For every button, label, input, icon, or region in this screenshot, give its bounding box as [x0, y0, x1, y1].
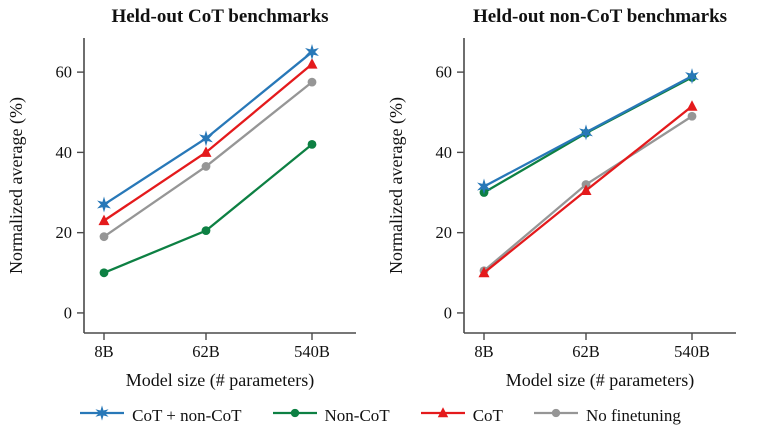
triangle-marker-icon [437, 407, 448, 418]
triangle-marker-icon [580, 184, 592, 196]
star-marker-icon [305, 44, 319, 61]
star-marker-icon [79, 403, 125, 428]
legend: CoT + non-CoT Non-CoT CoT No finetuning [0, 397, 760, 447]
series-cot-non-cot [477, 68, 699, 195]
triangle-marker-icon [98, 214, 110, 226]
chart-title: Held-out CoT benchmarks [111, 6, 328, 27]
y-tick-label: 40 [436, 143, 453, 162]
star-marker-icon [97, 196, 111, 213]
circle-marker-icon [307, 139, 317, 149]
circle-marker-icon [687, 111, 697, 121]
x-tick-label: 8B [94, 342, 113, 361]
circle-marker-icon [307, 77, 317, 87]
x-axis-label: Model size (# parameters) [506, 370, 694, 391]
y-tick-label: 0 [444, 303, 452, 322]
series-line [103, 63, 313, 222]
legend-marker-svg [420, 407, 465, 418]
legend-item-cot: CoT [420, 403, 503, 428]
series-non-cot [99, 139, 317, 278]
legend-marker-svg [272, 408, 317, 418]
star-marker-icon [579, 124, 593, 141]
x-tick-label: 62B [192, 342, 220, 361]
series-line [103, 51, 313, 206]
series-no-finetuning [99, 77, 317, 242]
chart-held-out-non-cot: 0 20 40 60 8B 62B 540B Held-out non-CoT benchma… [380, 0, 760, 397]
y-tick-label: 60 [56, 63, 73, 82]
legend-marker-svg [533, 408, 578, 418]
chart-held-out-cot: 0 20 40 60 8B 62B 540B Held-out CoT benchmarks M… [0, 0, 380, 397]
circle-marker-icon [551, 408, 561, 418]
legend-label: CoT + non-CoT [132, 405, 242, 425]
legend-label: CoT [472, 405, 503, 425]
star-marker-icon [477, 178, 491, 195]
series-cot [478, 100, 698, 278]
x-tick-label: 540B [674, 342, 710, 361]
triangle-marker-icon [306, 58, 318, 69]
x-tick-label: 8B [474, 342, 493, 361]
series-line [103, 81, 313, 238]
y-tick-label: 0 [64, 303, 72, 322]
star-marker-icon [199, 130, 213, 147]
circle-marker-icon [201, 162, 211, 171]
legend-item-no-finetuning: No finetuning [533, 403, 681, 428]
chart-svg: 0 20 40 60 8B 62B 540B Held-out non-CoT benchma… [386, 6, 736, 391]
legend-item-cot-plus-non-cot: CoT + non-CoT [79, 403, 242, 428]
y-tick-label: 60 [436, 63, 453, 82]
y-tick-label: 20 [436, 223, 453, 242]
star-marker-icon [95, 405, 109, 421]
chart-svg: 0 20 40 60 8B 62B 540B Held-out CoT benchmarks M… [6, 6, 356, 391]
legend-item-non-cot: Non-CoT [272, 403, 390, 428]
triangle-marker-icon [200, 146, 212, 157]
y-tick-label: 20 [56, 223, 73, 242]
triangle-marker-icon [478, 266, 490, 278]
y-axis-label: Normalized average (%) [6, 97, 27, 274]
y-tick-label: 40 [56, 143, 73, 162]
x-tick-label: 540B [294, 342, 330, 361]
legend-label: No finetuning [585, 405, 681, 425]
x-axis-label: Model size (# parameters) [126, 370, 314, 391]
circle-marker-icon [533, 403, 579, 428]
x-tick-label: 62B [572, 342, 600, 361]
series-cot [98, 58, 318, 226]
circle-marker-icon [99, 232, 109, 242]
circle-marker-icon [581, 180, 591, 189]
circle-marker-icon [290, 408, 299, 418]
charts-row: 0 20 40 60 8B 62B 540B Held-out CoT benchmarks M… [0, 0, 760, 397]
circle-marker-icon [272, 403, 318, 428]
triangle-marker-icon [420, 403, 466, 428]
y-axis-label: Normalized average (%) [386, 97, 407, 274]
circle-marker-icon [99, 268, 109, 278]
series-cot-non-cot [97, 44, 319, 213]
circle-marker-icon [201, 226, 211, 236]
legend-label: Non-CoT [324, 405, 390, 425]
legend-marker-svg [80, 405, 125, 421]
chart-title: Held-out non-CoT benchmarks [473, 6, 727, 27]
star-marker-icon [685, 68, 699, 85]
triangle-marker-icon [686, 100, 698, 111]
